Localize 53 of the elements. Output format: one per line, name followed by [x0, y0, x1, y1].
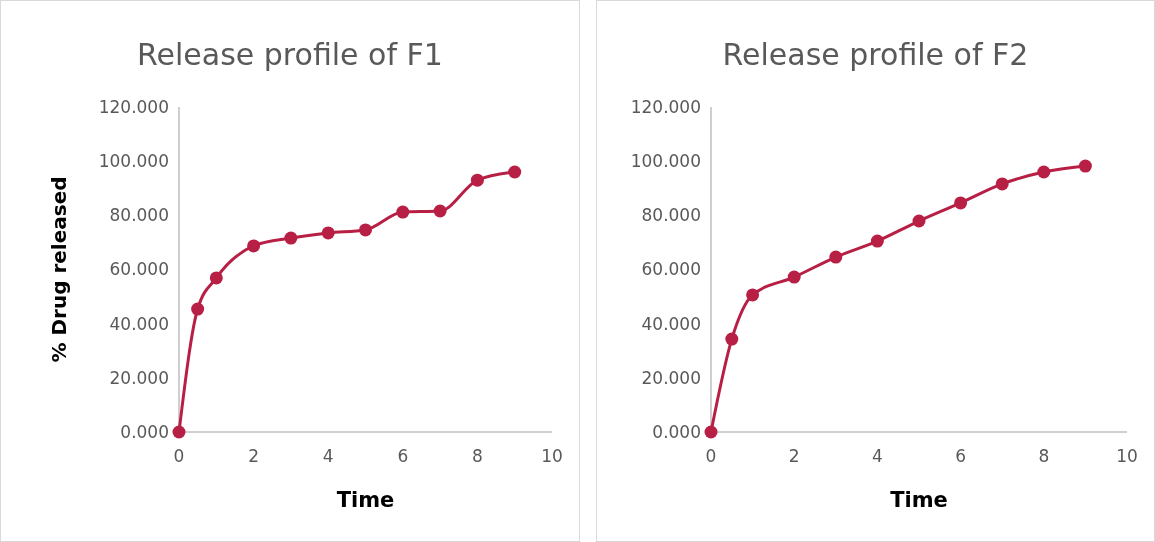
y-tick-label: 100.000: [630, 151, 701, 172]
point: [470, 173, 484, 187]
y-tick-label: 120.000: [98, 96, 169, 117]
y-tick-label: 40.000: [109, 313, 169, 334]
x-tick-label: 8: [471, 446, 483, 466]
x-tick-label: 2: [788, 446, 800, 466]
chart-title: Release profile of F1: [137, 37, 443, 72]
point: [870, 234, 884, 248]
y-axis-title: % Drug released: [47, 176, 71, 363]
point: [359, 223, 372, 237]
point: [396, 205, 410, 219]
x-tick-label: 2: [248, 446, 260, 466]
y-tick-label: 100.000: [98, 151, 169, 172]
point: [1037, 165, 1051, 179]
point: [912, 214, 926, 228]
y-tick-label: 80.000: [641, 205, 701, 226]
point: [787, 270, 801, 284]
point: [247, 239, 261, 253]
y-tick-label: 0.000: [652, 421, 701, 442]
point: [508, 165, 522, 179]
point: [995, 177, 1009, 191]
x-tick-label: 8: [1038, 446, 1050, 466]
x-tick-label: 4: [871, 446, 883, 466]
y-tick-label: 40.000: [641, 313, 701, 334]
point: [284, 231, 298, 245]
point: [725, 332, 739, 346]
point: [321, 226, 335, 240]
chart-title: Release profile of F2: [722, 37, 1029, 72]
point: [829, 250, 843, 264]
x-axis-title: Time: [890, 488, 948, 512]
x-tick-label: 0: [173, 446, 185, 466]
point: [191, 302, 205, 316]
x-tick-label: 10: [541, 446, 563, 466]
point: [704, 425, 718, 439]
point: [954, 196, 968, 210]
y-tick-label: 80.000: [109, 205, 169, 226]
x-tick-label: 4: [322, 446, 334, 466]
y-tick-label: 120.000: [630, 96, 701, 117]
y-tick-label: 20.000: [641, 367, 701, 388]
point: [433, 204, 447, 218]
x-axis-title: Time: [336, 488, 395, 512]
y-tick-label: 20.000: [109, 367, 169, 388]
x-tick-label: 6: [397, 446, 409, 466]
x-tick-label: 0: [705, 446, 717, 466]
y-tick-label: 60.000: [641, 259, 701, 280]
x-tick-label: 6: [955, 446, 967, 466]
y-tick-label: 0.000: [120, 421, 169, 442]
x-tick-label: 10: [1116, 446, 1138, 466]
y-tick-label: 60.000: [109, 259, 169, 280]
point: [1078, 159, 1092, 173]
point: [209, 271, 223, 285]
point: [746, 288, 760, 302]
point: [172, 425, 186, 439]
